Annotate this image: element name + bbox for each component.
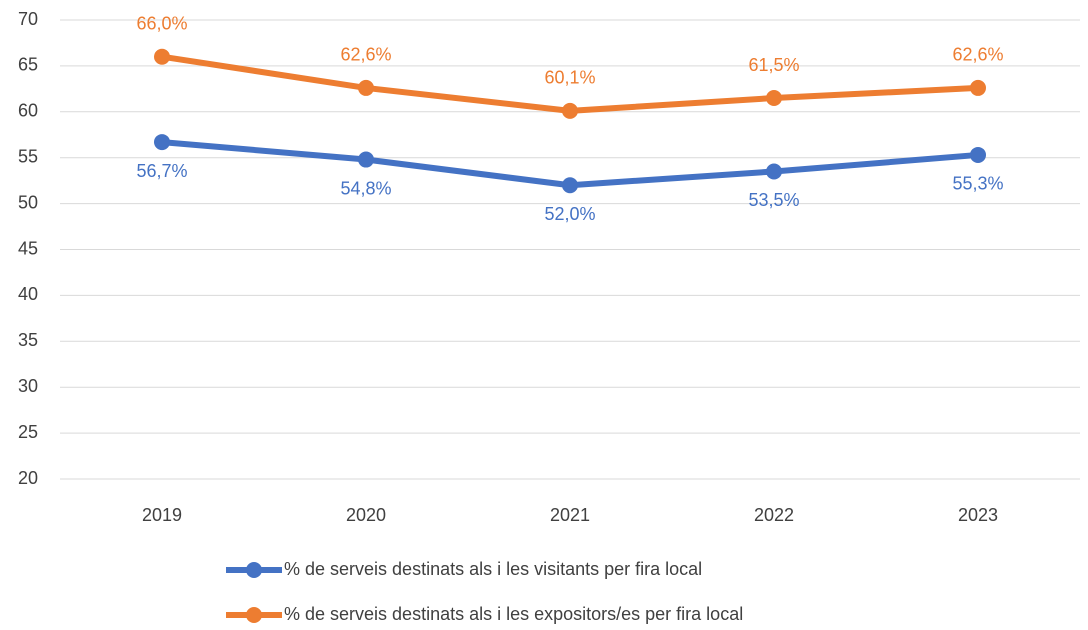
y-tick-label: 25 bbox=[18, 422, 38, 442]
y-tick-label: 55 bbox=[18, 146, 38, 166]
y-tick-label: 60 bbox=[18, 101, 38, 121]
data-label: 52,0% bbox=[544, 204, 595, 224]
data-label: 53,5% bbox=[748, 190, 799, 210]
y-tick-label: 70 bbox=[18, 9, 38, 29]
data-label: 56,7% bbox=[136, 161, 187, 181]
y-tick-label: 45 bbox=[18, 238, 38, 258]
data-label: 61,5% bbox=[748, 55, 799, 75]
y-tick-label: 30 bbox=[18, 376, 38, 396]
data-label: 55,3% bbox=[952, 174, 1003, 194]
data-label: 54,8% bbox=[340, 178, 391, 198]
data-point bbox=[154, 134, 170, 151]
data-point bbox=[154, 48, 170, 65]
data-point bbox=[562, 177, 578, 194]
x-tick-label: 2021 bbox=[550, 505, 590, 525]
data-label: 62,6% bbox=[340, 45, 391, 65]
x-tick-label: 2020 bbox=[346, 505, 386, 525]
data-point bbox=[358, 151, 374, 168]
data-point bbox=[562, 102, 578, 119]
data-point bbox=[970, 146, 986, 163]
x-tick-label: 2022 bbox=[754, 505, 794, 525]
y-tick-label: 50 bbox=[18, 192, 38, 212]
x-tick-label: 2019 bbox=[142, 505, 182, 525]
y-tick-label: 35 bbox=[18, 330, 38, 350]
legend-marker bbox=[246, 607, 262, 623]
data-point bbox=[766, 163, 782, 180]
data-point bbox=[970, 79, 986, 96]
data-label: 62,6% bbox=[952, 45, 1003, 65]
y-tick-label: 40 bbox=[18, 284, 38, 304]
x-tick-label: 2023 bbox=[958, 505, 998, 525]
legend-label: % de serveis destinats als i les visitan… bbox=[284, 559, 702, 579]
data-label: 60,1% bbox=[544, 68, 595, 88]
data-label: 66,0% bbox=[136, 13, 187, 33]
data-point bbox=[358, 79, 374, 96]
y-tick-label: 20 bbox=[18, 468, 38, 488]
legend-marker bbox=[246, 562, 262, 578]
data-point bbox=[766, 90, 782, 107]
y-tick-label: 65 bbox=[18, 55, 38, 75]
legend-label: % de serveis destinats als i les exposit… bbox=[284, 604, 743, 624]
